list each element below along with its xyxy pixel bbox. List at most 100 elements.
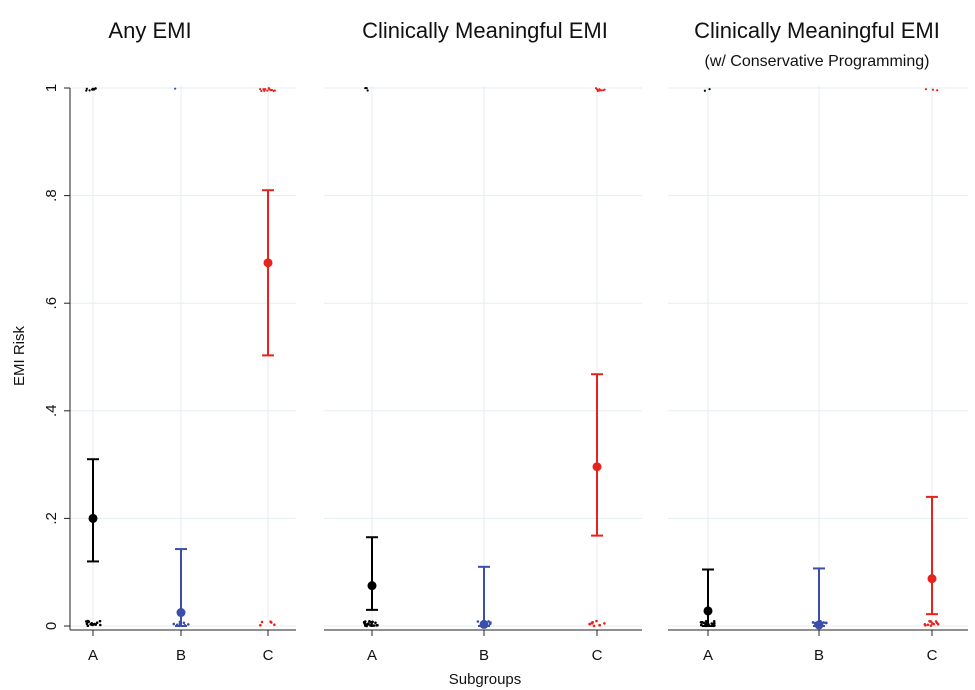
y-tick-label: 0 <box>43 622 60 630</box>
raw-point-one <box>260 89 263 93</box>
x-tick-label: A <box>367 647 377 664</box>
point-estimate <box>263 258 273 268</box>
raw-point-zero <box>704 619 708 623</box>
raw-point-zero <box>93 622 96 626</box>
point-estimate <box>88 513 98 523</box>
raw-point-one <box>92 88 96 91</box>
y-tick-label: 1 <box>43 84 60 92</box>
raw-point-zero <box>712 619 716 623</box>
raw-point-zero <box>365 623 369 626</box>
raw-point-one <box>936 89 939 92</box>
raw-point-zero <box>372 624 376 627</box>
raw-point-zero <box>592 624 596 628</box>
raw-point-zero <box>598 623 602 627</box>
raw-point-zero <box>702 621 705 625</box>
raw-point-zero <box>711 622 715 626</box>
raw-point-zero <box>588 622 591 626</box>
raw-point-zero <box>595 619 598 623</box>
raw-point-one <box>708 88 711 91</box>
raw-point-zero <box>269 620 272 623</box>
point-estimate <box>927 574 937 584</box>
raw-points-layer <box>84 86 940 628</box>
raw-point-one <box>174 87 177 90</box>
raw-point-zero <box>98 619 102 623</box>
raw-point-zero <box>487 620 490 623</box>
raw-point-zero <box>368 620 371 623</box>
raw-point-one <box>273 89 276 92</box>
raw-point-zero <box>182 621 186 625</box>
raw-point-zero <box>932 622 936 626</box>
raw-point-one <box>264 87 267 91</box>
raw-point-one <box>88 89 91 92</box>
raw-point-zero <box>603 622 606 625</box>
x-tick-label: B <box>479 647 489 664</box>
x-tick-label: A <box>703 647 713 664</box>
raw-point-one <box>85 89 88 92</box>
y-tick-label: .4 <box>43 405 60 418</box>
raw-point-zero <box>172 622 176 626</box>
point-estimate <box>367 581 377 591</box>
ci-layer <box>87 189 938 630</box>
raw-point-zero <box>591 621 595 624</box>
raw-point-zero <box>929 624 933 627</box>
raw-point-zero <box>374 621 377 625</box>
point-estimate <box>479 619 489 629</box>
raw-point-zero <box>923 622 927 626</box>
point-estimate <box>814 620 824 630</box>
panel-title: Clinically Meaningful EMI <box>694 18 940 43</box>
raw-point-one <box>85 87 88 90</box>
raw-point-zero <box>375 624 378 627</box>
raw-point-one <box>268 88 271 91</box>
y-axis-label: EMI Risk <box>11 326 28 387</box>
text-layer: EMI Risk Subgroups A B C 0 .2 .4 .6 .8 1 Any EMI A… <box>11 18 940 688</box>
y-tick-label: .6 <box>43 297 60 310</box>
raw-point-one <box>262 88 265 91</box>
raw-point-zero <box>926 623 930 627</box>
raw-point-zero <box>825 621 828 625</box>
raw-point-zero <box>811 621 815 624</box>
panel-subtitle: (w/ Conservative Programming) <box>705 53 930 70</box>
raw-point-zero <box>95 621 99 625</box>
raw-point-zero <box>476 620 480 623</box>
x-axis-label: Subgroups <box>449 671 522 688</box>
point-estimate <box>176 608 186 618</box>
raw-point-zero <box>87 620 91 623</box>
y-tick-label: .8 <box>43 189 60 202</box>
raw-point-one <box>263 89 266 92</box>
panel-title: Clinically Meaningful EMI <box>362 18 608 43</box>
raw-point-zero <box>91 623 94 627</box>
raw-point-zero <box>84 620 88 623</box>
raw-point-zero <box>935 621 939 625</box>
y-tick-label: .2 <box>43 512 60 525</box>
raw-point-one <box>931 88 935 91</box>
point-estimate <box>703 606 713 616</box>
x-tick-label: C <box>263 647 274 664</box>
raw-point-zero <box>928 619 931 623</box>
raw-point-one <box>364 86 367 90</box>
raw-point-one <box>599 89 603 92</box>
raw-point-one <box>266 89 269 92</box>
x-tick-label: C <box>927 647 938 664</box>
raw-point-one <box>366 89 369 92</box>
raw-point-one <box>924 88 928 91</box>
raw-point-zero <box>363 621 366 625</box>
raw-point-zero <box>86 624 90 628</box>
raw-point-zero <box>186 623 190 626</box>
raw-point-one <box>94 87 97 90</box>
raw-point-one <box>703 89 706 92</box>
raw-point-zero <box>98 623 102 627</box>
raw-point-zero <box>260 620 264 624</box>
point-estimate <box>592 462 602 472</box>
x-tick-label: B <box>814 647 824 664</box>
raw-point-zero <box>488 622 492 626</box>
raw-point-zero <box>259 623 262 627</box>
raw-point-one <box>602 89 605 92</box>
x-tick-label: A <box>88 647 98 664</box>
x-tick-label: C <box>592 647 603 664</box>
x-tick-label: B <box>176 647 186 664</box>
panel-title: Any EMI <box>108 18 191 43</box>
raw-point-zero <box>273 623 276 626</box>
raw-point-one <box>595 88 599 91</box>
raw-point-one <box>598 88 601 91</box>
